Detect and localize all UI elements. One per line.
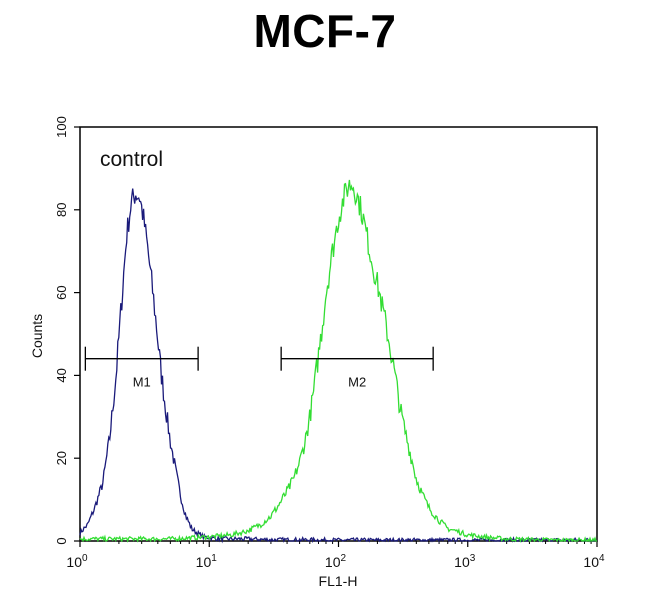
y-tick-label: 100 — [54, 116, 69, 138]
y-tick-label: 80 — [54, 203, 69, 217]
x-axis-label: FL1-H — [319, 573, 358, 589]
y-tick-label: 0 — [54, 537, 69, 544]
y-tick-label: 20 — [54, 451, 69, 465]
chart-title: MCF-7 — [253, 5, 397, 57]
series-layer — [79, 179, 598, 544]
x-tick-label: 103 — [454, 553, 476, 570]
x-tick-label: 104 — [583, 553, 605, 570]
x-tick-label: 102 — [325, 553, 347, 570]
x-axis-ticks: 100 101 102 103 104 — [66, 541, 605, 570]
plot-frame — [79, 126, 598, 542]
y-tick-label: 60 — [54, 285, 69, 299]
series-sample-line — [79, 179, 597, 543]
marker-m2-label: M2 — [348, 375, 366, 390]
marker-m1-label: M1 — [133, 375, 151, 390]
y-axis-label: Counts — [29, 314, 45, 358]
gate-markers: M1 M2 — [84, 346, 434, 390]
x-tick-label: 101 — [196, 553, 218, 570]
series-control-line — [79, 188, 598, 544]
y-axis-ticks: 0 20 40 60 80 100 — [54, 116, 80, 545]
control-annotation: control — [100, 148, 163, 171]
y-tick-label: 40 — [54, 368, 69, 382]
x-tick-label: 100 — [66, 553, 88, 570]
